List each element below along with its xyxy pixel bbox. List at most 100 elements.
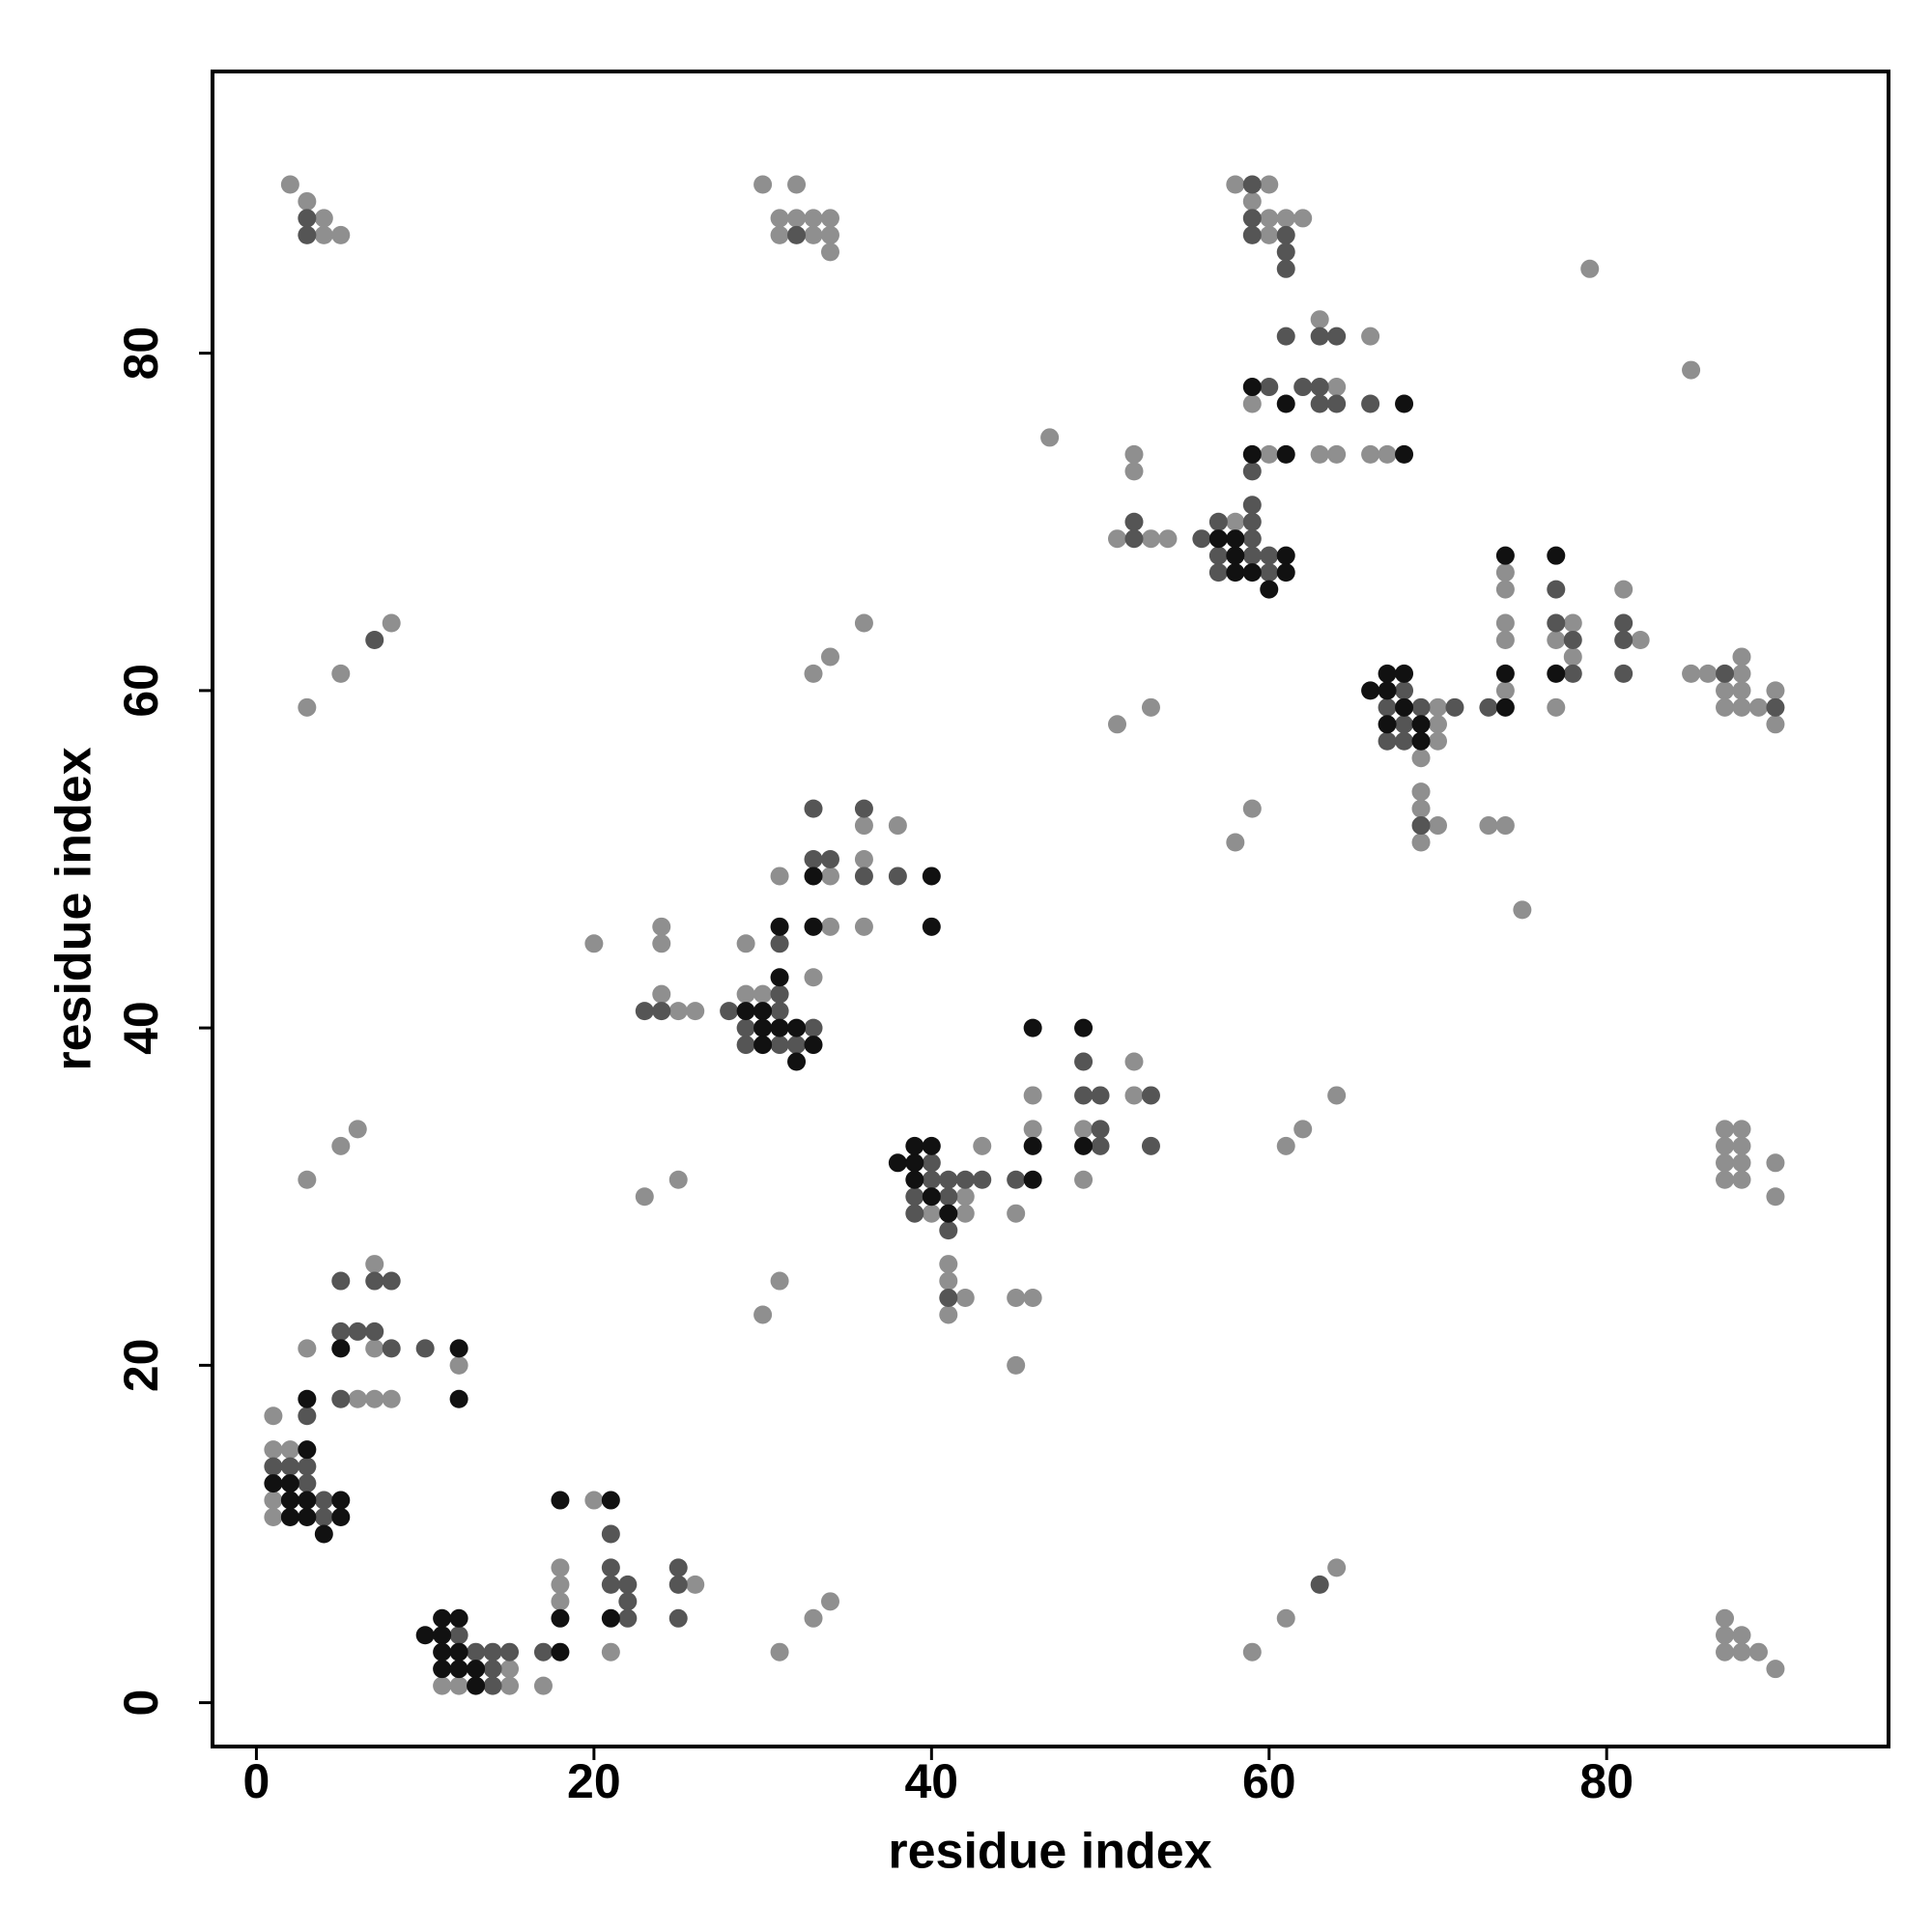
point [280,1440,299,1460]
point [601,1608,620,1628]
point [467,1660,486,1679]
point [804,867,823,886]
point [770,1036,789,1055]
point [770,867,789,886]
point [1293,378,1313,397]
point [365,1321,384,1341]
point [1732,1153,1751,1173]
point [922,917,941,936]
point [1242,546,1262,565]
point [804,1018,823,1037]
point [973,1170,992,1189]
point [1192,529,1211,549]
point [298,1406,317,1426]
point [264,1440,283,1460]
point [736,934,755,953]
point [905,1170,924,1189]
point [584,1491,604,1510]
point [1716,681,1735,700]
point [787,209,807,228]
y-tick-label: 60 [114,664,168,718]
point [1276,444,1295,464]
point [973,1136,992,1155]
point [1007,1355,1026,1375]
point [1023,1170,1042,1189]
point [939,1204,958,1223]
point [314,1524,333,1544]
point [922,1187,941,1207]
point [770,1018,789,1037]
point [686,1002,705,1021]
point [1260,378,1279,397]
point [483,1660,502,1679]
point [1411,715,1431,734]
point [1124,444,1144,464]
point [820,917,839,936]
point [1748,1642,1768,1662]
point [939,1187,958,1207]
point [601,1491,620,1510]
point [1276,209,1295,228]
point [787,1052,807,1071]
point [1495,816,1515,836]
point [1361,394,1380,413]
point [1411,816,1431,836]
x-tick-label: 20 [567,1754,621,1808]
point [533,1676,553,1695]
point [1378,731,1397,751]
point [922,1153,941,1173]
point [1242,225,1262,244]
point [922,867,941,886]
point [1276,225,1295,244]
point [668,1608,688,1628]
point [1411,782,1431,802]
point [1242,191,1262,211]
point [1310,394,1329,413]
point [905,1204,924,1223]
point [736,984,755,1004]
point [854,816,873,836]
point [1226,563,1245,582]
point [1226,546,1245,565]
point [1395,681,1414,700]
point [1547,697,1566,717]
point [1141,1086,1160,1105]
y-tick-label: 20 [114,1339,168,1393]
point [1495,580,1515,599]
point [1208,563,1228,582]
point [1716,1153,1735,1173]
point [449,1389,469,1408]
point [753,984,773,1004]
point [635,1187,654,1207]
point [433,1660,452,1679]
point [854,917,873,936]
x-tick-label: 80 [1579,1754,1634,1808]
point [1495,697,1515,717]
point [365,630,384,649]
point [1378,444,1397,464]
point [618,1608,638,1628]
point [1074,1052,1094,1071]
point [1276,394,1295,413]
point [280,1457,299,1476]
point [331,225,351,244]
point [652,917,671,936]
point [1766,1187,1785,1207]
point [1395,394,1414,413]
point [770,1002,789,1021]
point [1242,394,1262,413]
point [298,1440,317,1460]
point [1242,209,1262,228]
point [1479,697,1498,717]
point [601,1524,620,1544]
point [449,1660,469,1679]
point [854,867,873,886]
point [449,1355,469,1375]
point [331,1339,351,1358]
point [331,1321,351,1341]
point [787,1018,807,1037]
point [298,1474,317,1493]
point [1226,529,1245,549]
point [298,1170,317,1189]
